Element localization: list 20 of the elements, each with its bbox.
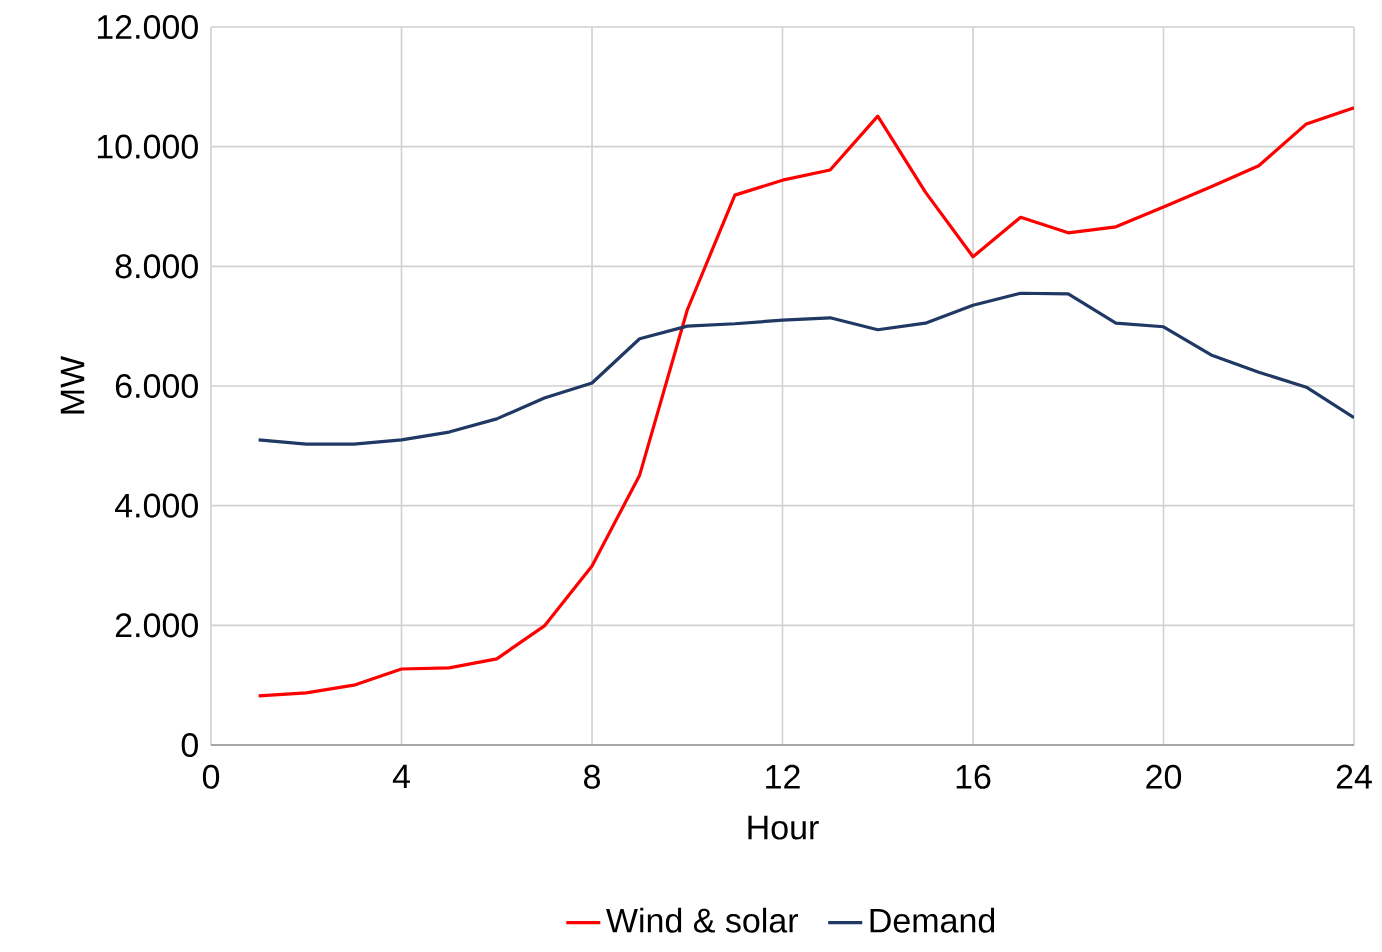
x-axis-title: Hour — [748, 815, 819, 840]
y-tick-label: 10.000 — [97, 134, 198, 159]
x-tick-label: 4 — [392, 764, 410, 789]
legend-label: Wind & solar — [606, 907, 798, 933]
y-tick-label: 8.000 — [115, 254, 198, 279]
x-tick-label: 0 — [202, 764, 220, 789]
y-tick-label: 12.000 — [97, 14, 198, 40]
line-series — [257, 106, 1355, 698]
y-tick-label: 0 — [181, 732, 198, 758]
x-tick-label: 20 — [1146, 764, 1182, 789]
legend-label: Demand — [870, 907, 995, 933]
y-tick-label: 4.000 — [114, 493, 198, 518]
x-tick-label: 16 — [956, 764, 991, 789]
y-tick-label: 2.000 — [115, 613, 198, 638]
y-axis-title: MW — [60, 355, 85, 414]
x-tick-label: 24 — [1336, 764, 1372, 789]
line-series — [257, 291, 1355, 446]
x-tick-label: 8 — [584, 764, 600, 789]
x-tick-label: 12 — [766, 764, 800, 789]
y-tick-label: 6.000 — [115, 373, 198, 399]
